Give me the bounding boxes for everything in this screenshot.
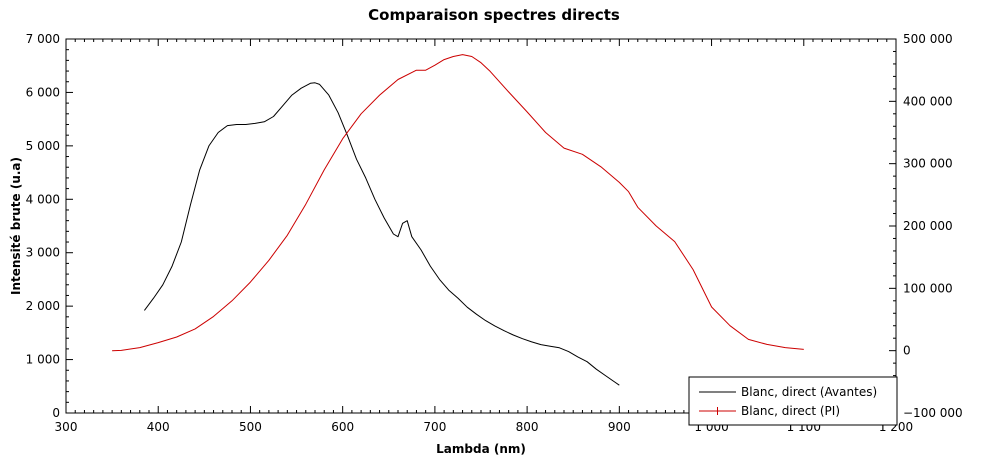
y-tick-label: 2 000	[26, 299, 60, 313]
x-tick-label: 500	[239, 420, 262, 434]
x-tick-label: 400	[147, 420, 170, 434]
y2-tick-label: 400 000	[903, 94, 953, 108]
legend-label-pi: Blanc, direct (PI)	[741, 404, 840, 418]
x-tick-label: 600	[331, 420, 354, 434]
y-tick-label: 5 000	[26, 139, 60, 153]
y2-tick-label: 500 000	[903, 32, 953, 46]
y-axis-label: Intensité brute (u.a)	[9, 157, 23, 295]
chart-title: Comparaison spectres directs	[368, 6, 620, 24]
x-tick-label: 700	[423, 420, 446, 434]
y-tick-label: 3 000	[26, 246, 60, 260]
x-tick-label: 900	[608, 420, 631, 434]
y2-tick-label: 300 000	[903, 157, 953, 171]
y2-tick-label: 0	[903, 344, 911, 358]
y-tick-label: 4 000	[26, 192, 60, 206]
y-tick-label: 6 000	[26, 85, 60, 99]
y2-tick-label: 100 000	[903, 281, 953, 295]
x-tick-label: 800	[516, 420, 539, 434]
legend: Blanc, direct (Avantes) Blanc, direct (P…	[689, 377, 897, 425]
x-tick-label: 300	[55, 420, 78, 434]
legend-label-avantes: Blanc, direct (Avantes)	[741, 385, 877, 399]
x-axis-label: Lambda (nm)	[436, 442, 526, 456]
y2-tick-label: −100 000	[903, 406, 963, 420]
y-tick-label: 1 000	[26, 353, 60, 367]
y-tick-label: 7 000	[26, 32, 60, 46]
y-tick-label: 0	[52, 406, 60, 420]
y2-tick-label: 200 000	[903, 219, 953, 233]
